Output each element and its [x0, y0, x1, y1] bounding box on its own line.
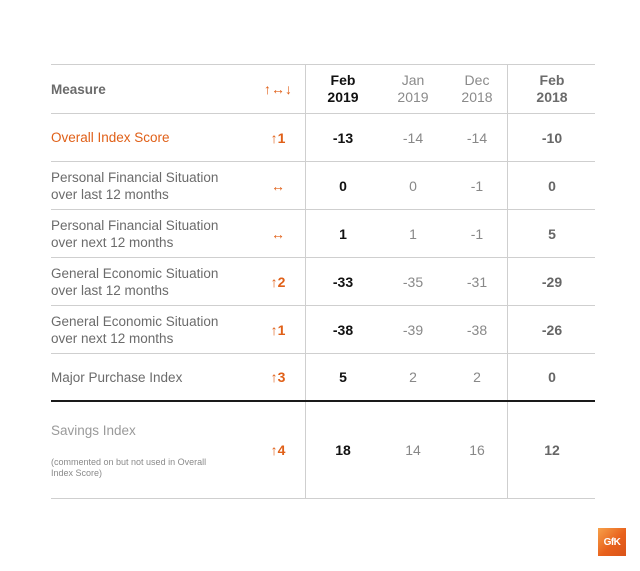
jan2019-value: 14 — [405, 442, 421, 458]
change-indicator: ↑1 — [270, 129, 286, 146]
feb2019-value: 18 — [335, 442, 351, 458]
feb2018-header: Feb 2018 — [536, 72, 568, 105]
feb2019-value: -38 — [332, 321, 354, 338]
dec2018-value: -1 — [470, 225, 484, 242]
gfk-logo: GfK — [598, 528, 626, 556]
measure-label: Personal Financial Situation over next 1… — [51, 217, 219, 250]
feb2018-value: 0 — [548, 177, 556, 194]
dec2018-header: Dec 2018 — [461, 72, 493, 105]
index-table: Measure ↑↔↓ Feb 2019 Jan 2019 Dec 2018 F… — [51, 64, 595, 499]
measure-label: General Economic Situation over last 12 … — [51, 265, 219, 298]
measure-label: Personal Financial Situation over last 1… — [51, 169, 219, 202]
feb2018-value: -26 — [541, 321, 563, 338]
change-indicator: ↑1 — [270, 321, 286, 338]
measure-header: Measure — [51, 81, 106, 97]
column-divider — [507, 64, 508, 498]
table-row-savings: Savings Index (commented on but not used… — [51, 402, 595, 499]
measure-label: Major Purchase Index — [51, 369, 183, 385]
measure-label: General Economic Situation over next 12 … — [51, 313, 219, 346]
column-divider — [305, 64, 306, 498]
table-header: Measure ↑↔↓ Feb 2019 Jan 2019 Dec 2018 F… — [51, 64, 595, 114]
dec2018-value: -1 — [470, 177, 484, 194]
table-row: General Economic Situation over next 12 … — [51, 306, 595, 354]
change-indicator: ↔ — [271, 225, 285, 242]
feb2018-value: -29 — [541, 273, 563, 290]
measure-label: Overall Index Score — [51, 130, 170, 145]
feb2019-header: Feb 2019 — [327, 72, 359, 105]
dec2018-value: -38 — [466, 321, 488, 338]
jan2019-value: 0 — [409, 177, 417, 194]
table-row: Personal Financial Situation over last 1… — [51, 162, 595, 210]
jan2019-value: 2 — [409, 369, 417, 385]
savings-note: (commented on but not used in Overall In… — [51, 456, 207, 478]
feb2018-value: -10 — [541, 129, 563, 146]
table-row: Personal Financial Situation over next 1… — [51, 210, 595, 258]
savings-label: Savings Index — [51, 422, 136, 438]
change-indicator: ↑3 — [270, 369, 286, 385]
change-indicator: ↑4 — [270, 442, 286, 458]
dec2018-value: 2 — [473, 369, 481, 385]
dec2018-value: -14 — [466, 129, 488, 146]
jan2019-header: Jan 2019 — [397, 72, 429, 105]
feb2019-value: 0 — [339, 177, 347, 194]
feb2019-value: -33 — [332, 273, 354, 290]
feb2019-value: -13 — [332, 129, 354, 146]
dec2018-value: 16 — [469, 442, 485, 458]
jan2019-value: -39 — [402, 321, 424, 338]
jan2019-value: 1 — [409, 225, 417, 242]
feb2019-value: 1 — [339, 225, 347, 242]
feb2018-value: 5 — [548, 225, 556, 242]
change-indicator: ↑2 — [270, 273, 286, 290]
table-row: Major Purchase Index ↑3 5 2 2 0 — [51, 354, 595, 402]
jan2019-value: -35 — [402, 273, 424, 290]
measure-label: Savings Index (commented on but not used… — [51, 422, 251, 479]
feb2018-value: 12 — [544, 442, 560, 458]
feb2019-value: 5 — [339, 369, 347, 385]
dec2018-value: -31 — [466, 273, 488, 290]
feb2018-value: 0 — [548, 369, 556, 385]
change-indicator: ↔ — [271, 177, 285, 194]
table-row: Overall Index Score ↑1 -13 -14 -14 -10 — [51, 114, 595, 162]
table-row: General Economic Situation over last 12 … — [51, 258, 595, 306]
jan2019-value: -14 — [402, 129, 424, 146]
change-header: ↑↔↓ — [264, 81, 292, 97]
